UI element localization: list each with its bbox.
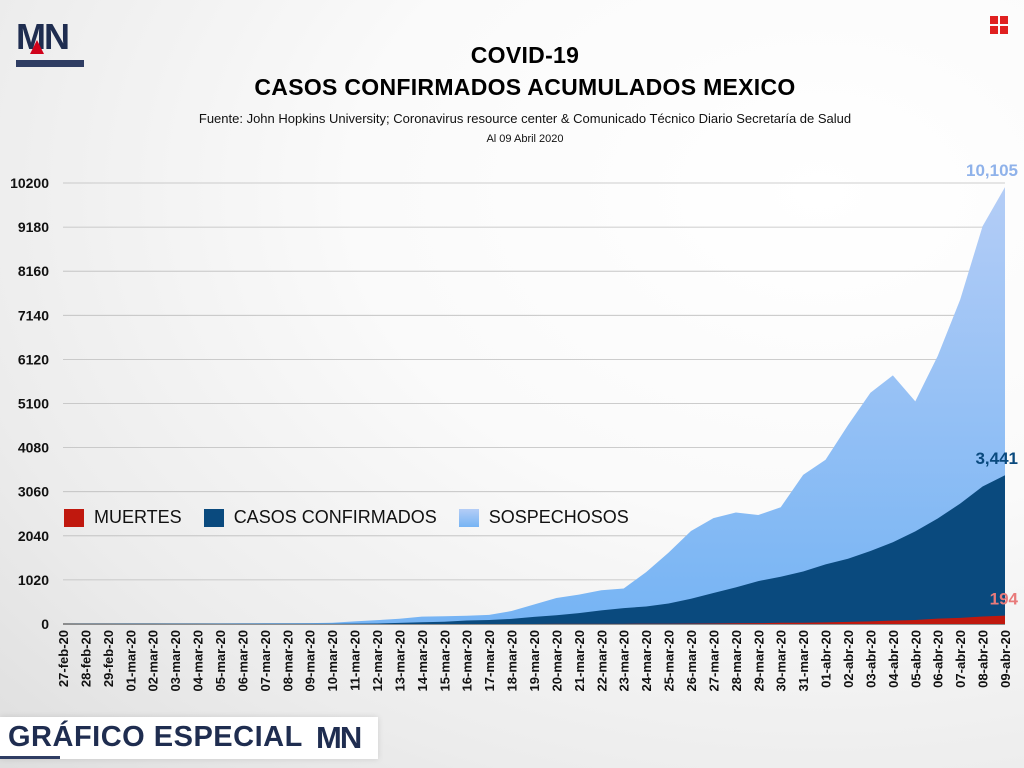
- area-confirmed: [63, 475, 1005, 624]
- x-tick-label: 30-mar-20: [774, 630, 789, 691]
- footer-mn-logo: MN: [316, 720, 362, 755]
- x-tick-label: 23-mar-20: [617, 630, 632, 691]
- legend-swatch-suspected: [458, 508, 479, 527]
- x-tick-label: 01-abr-20: [819, 630, 834, 688]
- x-tick-label: 28-mar-20: [729, 630, 744, 691]
- x-tick-label: 24-mar-20: [639, 630, 654, 691]
- data-labels: 10,105 3,441 194: [966, 161, 1019, 609]
- x-tick-label: 07-abr-20: [953, 630, 968, 688]
- x-tick-label: 09-abr-20: [998, 630, 1013, 688]
- x-tick-label: 15-mar-20: [437, 630, 452, 691]
- y-tick-label: 4080: [18, 440, 49, 456]
- legend-item-deaths: MUERTES: [64, 507, 182, 528]
- legend-swatch-confirmed: [203, 508, 224, 527]
- chart-subtitle: CASOS CONFIRMADOS ACUMULADOS MEXICO: [254, 74, 796, 100]
- x-tick-label: 04-abr-20: [886, 630, 901, 688]
- mn-logo-red-accent: [30, 40, 44, 54]
- footer-underline: [0, 756, 60, 759]
- x-tick-label: 14-mar-20: [415, 630, 430, 691]
- chart-source: Fuente: John Hopkins University; Coronav…: [198, 111, 852, 126]
- y-tick-label: 8160: [18, 263, 49, 279]
- x-tick-label: 16-mar-20: [460, 630, 475, 691]
- data-label-deaths: 194: [990, 590, 1019, 609]
- x-tick-label: 20-mar-20: [549, 630, 564, 691]
- x-tick-label: 21-mar-20: [572, 630, 587, 691]
- footer-label: GRÁFICO ESPECIAL: [8, 721, 303, 753]
- mn-logo: MN: [16, 18, 84, 68]
- y-tick-label: 7140: [18, 307, 49, 323]
- series-areas: [63, 187, 1005, 625]
- x-tick-label: 31-mar-20: [796, 630, 811, 691]
- chart-date: Al 09 Abril 2020: [486, 133, 564, 145]
- x-tick-label: 27-feb-20: [56, 630, 71, 687]
- x-tick-label: 29-mar-20: [751, 630, 766, 691]
- chart-title: COVID-19: [470, 42, 580, 68]
- x-tick-label: 11-mar-20: [348, 630, 363, 691]
- legend: MUERTES CASOS CONFIRMADOS SOSPECHOSOS: [64, 507, 651, 528]
- x-tick-label: 02-mar-20: [146, 630, 161, 691]
- y-tick-labels: 0 1020 2040 3060 4080 5100 6120 7140 8160 9180 102…: [10, 175, 49, 632]
- area-deaths: [63, 615, 1005, 624]
- x-tick-label: 06-abr-20: [931, 630, 946, 688]
- x-tick-label: 26-mar-20: [684, 630, 699, 691]
- mn-logo-underline: [16, 60, 84, 67]
- legend-swatch-deaths: [64, 508, 84, 527]
- x-tick-label: 09-mar-20: [303, 630, 318, 691]
- x-tick-label: 29-feb-20: [101, 630, 116, 687]
- x-tick-label: 08-abr-20: [976, 630, 991, 688]
- x-tick-label: 12-mar-20: [370, 630, 385, 691]
- x-tick-label: 07-mar-20: [258, 630, 273, 691]
- x-tick-label: 06-mar-20: [235, 630, 250, 691]
- x-tick-label: 03-abr-20: [863, 630, 878, 688]
- x-tick-label: 28-feb-20: [78, 630, 93, 687]
- data-label-confirmed: 3,441: [975, 449, 1018, 468]
- x-tick-label: 02-abr-20: [841, 630, 856, 688]
- x-tick-label: 17-mar-20: [482, 630, 497, 691]
- area-suspected: [63, 187, 1005, 625]
- y-tick-label: 5100: [18, 396, 49, 412]
- y-tick-label: 6120: [18, 351, 49, 367]
- grid-menu-icon[interactable]: [990, 16, 1008, 34]
- y-tick-label: 1020: [18, 572, 49, 588]
- x-tick-label: 05-abr-20: [908, 630, 923, 688]
- y-tick-label: 2040: [18, 528, 49, 544]
- y-tick-label: 9180: [18, 219, 49, 235]
- y-tick-label: 10200: [10, 175, 49, 191]
- data-label-suspected: 10,105: [966, 161, 1018, 180]
- x-tick-label: 04-mar-20: [191, 630, 206, 691]
- legend-label-confirmed: CASOS CONFIRMADOS: [233, 507, 437, 527]
- x-tick-label: 01-mar-20: [123, 630, 138, 691]
- x-tick-label: 10-mar-20: [325, 630, 340, 691]
- footer-banner: GRÁFICO ESPECIAL MN: [0, 717, 378, 759]
- x-tick-label: 18-mar-20: [505, 630, 520, 691]
- x-tick-label: 05-mar-20: [213, 630, 228, 691]
- x-tick-label: 13-mar-20: [392, 630, 407, 691]
- legend-label-deaths: MUERTES: [94, 507, 182, 527]
- x-tick-labels: 27-feb-20 28-feb-20 29-feb-20 01-mar-20 02-m…: [56, 630, 1013, 691]
- x-tick-label: 22-mar-20: [594, 630, 609, 691]
- legend-item-confirmed: CASOS CONFIRMADOS: [203, 507, 437, 528]
- x-tick-label: 08-mar-20: [280, 630, 295, 691]
- x-tick-label: 27-mar-20: [706, 630, 721, 691]
- legend-item-suspected: SOSPECHOSOS: [458, 507, 629, 528]
- legend-label-suspected: SOSPECHOSOS: [488, 507, 629, 527]
- y-tick-label: 0: [41, 616, 49, 632]
- y-tick-label: 3060: [18, 484, 49, 500]
- x-tick-label: 25-mar-20: [662, 630, 677, 691]
- x-tick-label: 03-mar-20: [168, 630, 183, 691]
- x-tick-label: 19-mar-20: [527, 630, 542, 691]
